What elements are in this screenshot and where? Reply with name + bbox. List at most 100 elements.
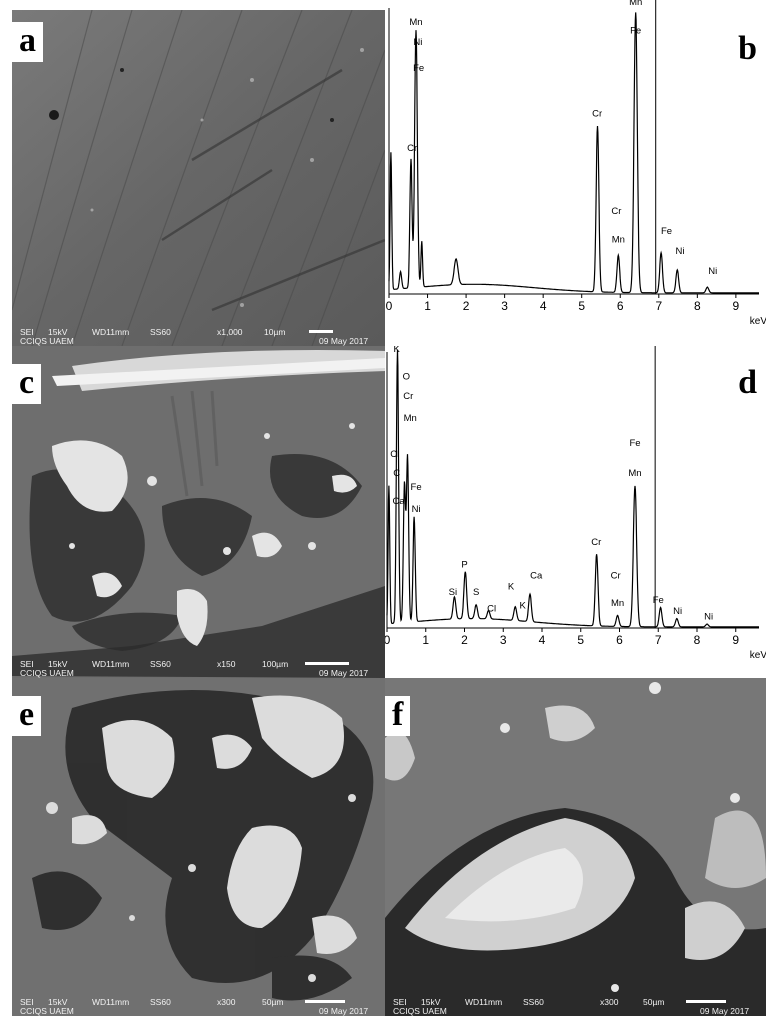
element-label: Ni [413, 37, 422, 48]
sem-voltage: 15kV [48, 997, 68, 1007]
element-label: Cr [407, 143, 417, 154]
sem-scale-bar [309, 330, 333, 333]
sem-scale-label: 50µm [643, 997, 665, 1007]
x-tick-label: 1 [422, 633, 429, 647]
panel-label-c: c [12, 364, 42, 404]
x-tick-label: 2 [463, 299, 470, 313]
x-tick-label: 4 [539, 633, 546, 647]
x-tick-label: 0 [385, 633, 391, 647]
sem-lab: CCIQS UAEM [393, 1006, 447, 1016]
eds-spectrum-b: 0 1 2 3 4 5 6 7 8 9 keV Mn Ni Fe Cr Cr Cr Mn Mn Fe Fe Ni Ni b [385, 0, 766, 346]
x-tick-label: 8 [694, 633, 701, 647]
x-tick-label: 5 [577, 633, 584, 647]
element-label: Cr [611, 570, 621, 581]
element-label: O [403, 372, 410, 383]
x-tick-label: 9 [732, 633, 739, 647]
x-tick-label: 1 [424, 299, 431, 313]
sem-voltage: 15kV [48, 327, 68, 337]
sem-working-distance: WD11mm [465, 997, 503, 1007]
element-label: Fe [411, 482, 422, 493]
x-tick-label: 7 [655, 299, 662, 313]
sem-texture-e [12, 678, 385, 1016]
panel-label-d: d [731, 364, 764, 404]
sem-magnification: x300 [217, 997, 236, 1007]
sem-image-a: SEI 15kV WD11mm SS60 x1,000 10µm CCIQS U… [12, 10, 385, 346]
sem-mode: SEI [20, 327, 34, 337]
element-label: P [461, 559, 467, 570]
element-label: Cr [591, 537, 601, 548]
element-label: Mn [628, 468, 641, 479]
sem-image-e: SEI 15kV WD11mm SS60 x300 50µm CCIQS UAE… [12, 678, 385, 1016]
spectrum-line [388, 12, 759, 294]
sem-lab: CCIQS UAEM [20, 668, 74, 678]
sem-databar-a: SEI 15kV WD11mm SS60 x1,000 10µm CCIQS U… [12, 324, 385, 346]
element-label: K [508, 581, 515, 592]
x-tick-label: 7 [655, 633, 662, 647]
element-label: K [394, 346, 401, 355]
x-axis-unit: keV [750, 650, 766, 661]
x-tick-label: 6 [617, 299, 624, 313]
element-label: C [393, 468, 400, 479]
spectrum-line [386, 349, 759, 628]
sem-magnification: x1,000 [217, 327, 243, 337]
sem-databar-c: SEI 15kV WD11mm SS60 x150 100µm CCIQS UA… [12, 656, 385, 678]
sem-texture-a [12, 10, 385, 346]
sem-scale-label: 100µm [262, 659, 289, 669]
sem-working-distance: WD11mm [92, 327, 130, 337]
sem-magnification: x300 [600, 997, 619, 1007]
element-label: Cr [611, 206, 621, 217]
eds-spectrum-d: 0 1 2 3 4 5 6 7 8 9 keV K O Cr Mn Cl C Ca Fe Ni Si P S Cl K K Ca Cr… [385, 346, 766, 678]
sem-scale-bar [305, 662, 349, 665]
sem-voltage: 15kV [48, 659, 68, 669]
sem-spot-size: SS60 [150, 327, 171, 337]
x-tick-label: 0 [386, 299, 393, 313]
sem-working-distance: WD11mm [92, 659, 130, 669]
element-label: Ca [393, 496, 406, 507]
element-label: Ca [530, 570, 543, 581]
element-label: Ni [675, 246, 684, 257]
sem-texture-f [385, 678, 766, 1016]
sem-voltage: 15kV [421, 997, 441, 1007]
sem-mode: SEI [20, 997, 34, 1007]
sem-mode: SEI [393, 997, 407, 1007]
sem-spot-size: SS60 [523, 997, 544, 1007]
x-tick-label: 9 [733, 299, 740, 313]
sem-working-distance: WD11mm [92, 997, 130, 1007]
panel-label-e: e [12, 696, 42, 736]
panel-label-a: a [12, 22, 43, 62]
element-label: K [519, 601, 526, 612]
element-label: S [473, 587, 479, 598]
sem-spot-size: SS60 [150, 659, 171, 669]
element-label: Fe [630, 26, 641, 37]
element-label: Ni [412, 504, 421, 515]
x-tick-label: 5 [578, 299, 585, 313]
element-label: Fe [661, 226, 672, 237]
sem-date: 09 May 2017 [319, 336, 369, 346]
sem-databar-f: SEI 15kV WD11mm SS60 x300 50µm CCIQS UAE… [385, 994, 766, 1016]
x-tick-label: 2 [461, 633, 468, 647]
element-label: Cl [390, 449, 399, 460]
sem-scale-label: 50µm [262, 997, 284, 1007]
element-label: Ni [708, 266, 717, 277]
sem-date: 09 May 2017 [700, 1006, 750, 1016]
sem-date: 09 May 2017 [319, 668, 369, 678]
element-label: Si [449, 587, 457, 598]
x-axis-unit: keV [750, 316, 766, 327]
sem-scale-bar [686, 1000, 726, 1003]
element-label: Ni [673, 606, 682, 617]
sem-image-f: SEI 15kV WD11mm SS60 x300 50µm CCIQS UAE… [385, 678, 766, 1016]
element-label: Mn [612, 235, 625, 246]
x-tick-label: 3 [500, 633, 507, 647]
sem-mode: SEI [20, 659, 34, 669]
eds-chart-d: 0 1 2 3 4 5 6 7 8 9keVKOCrMnClCCaFeNiSiPSClKKCaCr… [385, 346, 766, 661]
sem-scale-bar [305, 1000, 345, 1003]
panel-label-b: b [731, 30, 764, 70]
panel-label-f: f [385, 696, 411, 736]
element-label: Ni [704, 612, 713, 623]
element-label: Cr [403, 391, 413, 402]
element-label: Mn [629, 0, 642, 8]
sem-spot-size: SS60 [150, 997, 171, 1007]
element-label: Fe [413, 63, 424, 74]
element-label: Cl [487, 603, 496, 614]
